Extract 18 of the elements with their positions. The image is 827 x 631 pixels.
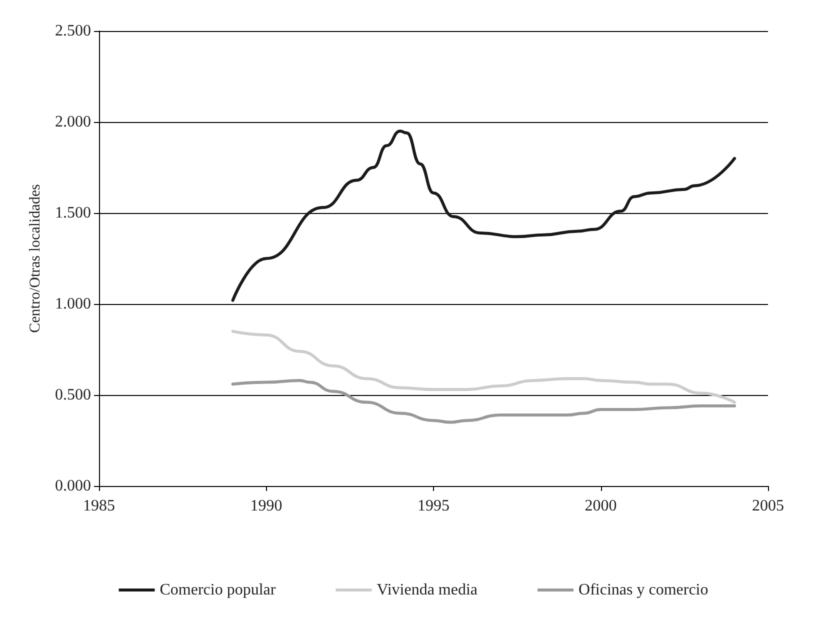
- x-tick-label: 1985: [83, 498, 115, 514]
- y-tick-label: 1.000: [55, 296, 91, 312]
- x-tick-label: 1990: [250, 498, 282, 514]
- line-series: [231, 378, 736, 424]
- x-tick-label: 2005: [752, 498, 784, 514]
- line-series: [231, 130, 736, 302]
- line-series: [231, 330, 736, 404]
- legend-label: Oficinas y comercio: [578, 582, 708, 598]
- x-tick-label: 1995: [418, 498, 450, 514]
- y-axis-title: Centro/Otras localidades: [28, 184, 44, 333]
- x-tick-label: 2000: [584, 498, 617, 514]
- legend-label: Vivienda media: [376, 582, 478, 598]
- legend-label: Comercio popular: [160, 582, 276, 598]
- y-tick-label: 0.000: [55, 478, 91, 494]
- y-tick-label: 1.500: [55, 204, 91, 222]
- y-tick-label: 2.500: [55, 22, 91, 40]
- y-tick-label: 0.500: [55, 386, 91, 404]
- y-tick-label: 2.000: [55, 114, 91, 130]
